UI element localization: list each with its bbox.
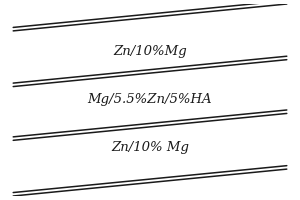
- Text: Mg/5.5%Zn/5%HA: Mg/5.5%Zn/5%HA: [88, 94, 212, 106]
- Text: Zn/10%Mg: Zn/10%Mg: [113, 46, 187, 58]
- Text: Zn/10% Mg: Zn/10% Mg: [111, 142, 189, 154]
